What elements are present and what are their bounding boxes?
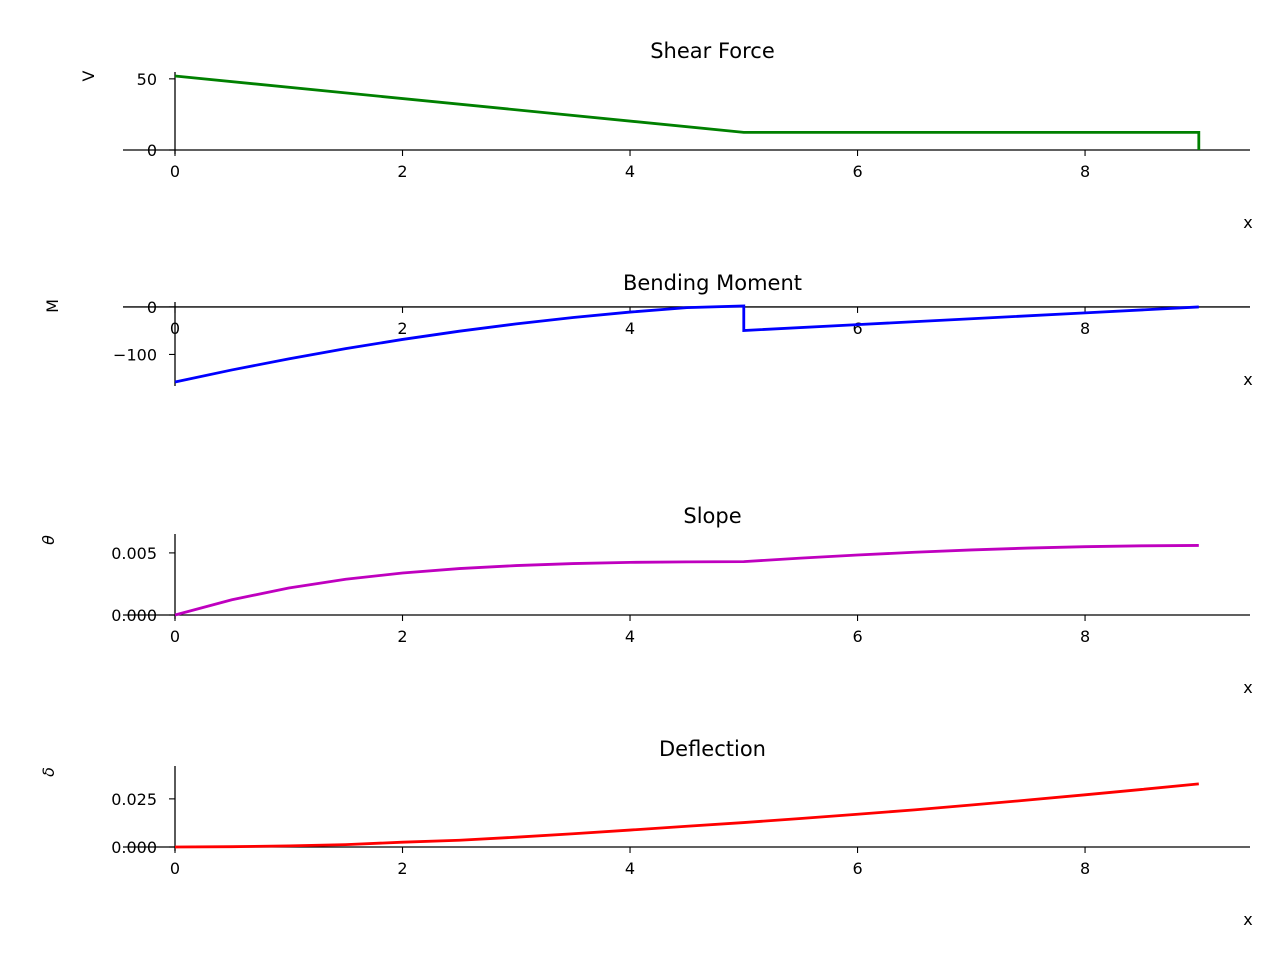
x-axis-label: x bbox=[1243, 213, 1252, 232]
x-tick-label: 2 bbox=[397, 859, 407, 878]
y-tick-label: 50 bbox=[137, 70, 157, 89]
x-tick-label: 8 bbox=[1080, 319, 1090, 338]
x-tick-label: 2 bbox=[397, 162, 407, 181]
x-tick-label: 8 bbox=[1080, 859, 1090, 878]
x-tick-label: 0 bbox=[170, 162, 180, 181]
x-axis-label: x bbox=[1243, 370, 1252, 389]
x-tick-label: 6 bbox=[852, 627, 862, 646]
x-axis-label: x bbox=[1243, 910, 1252, 929]
x-tick-label: 0 bbox=[170, 319, 180, 338]
y-tick-label: 0.025 bbox=[111, 790, 157, 809]
x-tick-label: 4 bbox=[625, 162, 635, 181]
x-tick-label: 8 bbox=[1080, 627, 1090, 646]
x-tick-label: 6 bbox=[852, 162, 862, 181]
panel-title: Bending Moment bbox=[623, 271, 802, 295]
y-tick-label: 0.000 bbox=[111, 838, 157, 857]
x-tick-label: 6 bbox=[852, 859, 862, 878]
x-tick-label: 2 bbox=[397, 319, 407, 338]
x-tick-label: 4 bbox=[625, 627, 635, 646]
series-line bbox=[174, 782, 1199, 849]
y-axis-label: δ bbox=[39, 767, 58, 777]
x-tick-label: 0 bbox=[170, 859, 180, 878]
y-axis-label: θ bbox=[39, 535, 58, 545]
x-tick-label: 2 bbox=[397, 627, 407, 646]
y-tick-label: 0.005 bbox=[111, 544, 157, 563]
y-tick-label: 0 bbox=[147, 298, 157, 317]
series-line bbox=[174, 544, 1199, 617]
x-tick-label: 6 bbox=[852, 319, 862, 338]
x-tick-label: 4 bbox=[625, 319, 635, 338]
x-tick-label: 4 bbox=[625, 859, 635, 878]
panel-title: Slope bbox=[683, 504, 741, 528]
x-tick-label: 8 bbox=[1080, 162, 1090, 181]
panel-title: Deflection bbox=[659, 737, 766, 761]
x-tick-label: 0 bbox=[170, 627, 180, 646]
y-axis-label: V bbox=[79, 70, 98, 81]
panel-title: Shear Force bbox=[650, 39, 775, 63]
chart-panel-4: Deflection 0.000 0.025 0 2 4 6 8 x δ bbox=[39, 737, 1253, 929]
series-line bbox=[174, 74, 1201, 150]
chart-panel-1: Shear Force 0 50 0 2 4 6 8 x V bbox=[79, 39, 1253, 232]
chart-panel-3: Slope 0.000 0.005 0 2 4 6 8 x θ bbox=[39, 504, 1253, 697]
y-tick-label: 0.000 bbox=[111, 606, 157, 625]
y-tick-label: 0 bbox=[147, 141, 157, 160]
x-axis-label: x bbox=[1243, 678, 1252, 697]
series-line bbox=[174, 304, 1199, 384]
y-axis-label: M bbox=[43, 299, 62, 313]
chart-panel-2: Bending Moment 0 −100 0 2 4 6 8 x M bbox=[43, 271, 1253, 389]
y-tick-label: −100 bbox=[113, 345, 157, 364]
